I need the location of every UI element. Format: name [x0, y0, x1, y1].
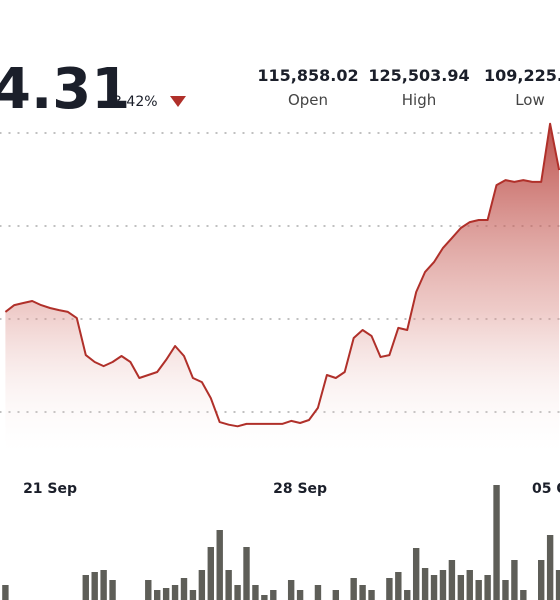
volume-bar: [439, 570, 447, 600]
volume-bar: [359, 585, 366, 600]
volume-bar: [162, 588, 170, 600]
volume-bar: [243, 547, 250, 600]
volume-bar: [457, 575, 465, 600]
volume-bar: [412, 548, 420, 600]
down-arrow: [170, 96, 186, 107]
change: -3.42%: [108, 94, 158, 110]
volume-bar: [448, 560, 456, 600]
high-label: High: [402, 91, 436, 109]
open-label: Open: [288, 91, 328, 109]
volume-bar: [82, 575, 89, 600]
volume-bar: [2, 585, 9, 600]
volume-bar: [180, 578, 188, 600]
volume-bar: [198, 570, 206, 600]
volume-bar: [296, 590, 304, 600]
volume-bar: [154, 590, 161, 600]
volume-bar: [216, 530, 223, 600]
open-value: 115,858.02: [257, 66, 358, 85]
volume-bar: [252, 585, 259, 600]
volume-bar: [234, 585, 241, 600]
volume-bar: [145, 580, 152, 600]
volume-bar: [555, 570, 560, 600]
volume-bar: [100, 570, 107, 600]
plot: 21 Sep 28 Sep 05 O: [0, 122, 560, 600]
x-tick-label: 05 O: [532, 481, 560, 497]
volume-bar: [493, 485, 500, 600]
volume-bar: [404, 590, 411, 600]
price-area: [5, 123, 560, 460]
volume-bar: [484, 575, 491, 600]
volume-bar: [475, 580, 482, 600]
volume-bar: [421, 568, 429, 600]
volume-bar: [502, 580, 509, 600]
volume-bar: [91, 572, 98, 600]
price: 4.31: [0, 57, 130, 122]
low-label: Low: [515, 91, 545, 109]
volume-bar: [189, 590, 197, 600]
x-tick-label: 28 Sep: [273, 481, 327, 497]
volume-bar: [207, 547, 214, 600]
volume-bar: [368, 590, 375, 600]
volume-bar: [466, 570, 473, 600]
volume-bar: [350, 578, 357, 600]
volume-bar: [511, 560, 518, 600]
volume-bar: [386, 578, 393, 600]
low-value: 109,225.2: [484, 66, 560, 85]
volume-bar: [395, 572, 402, 600]
volume-bar: [270, 590, 277, 600]
high-value: 125,503.94: [368, 66, 469, 85]
price-line: [4, 122, 560, 428]
volume-bar: [109, 580, 116, 600]
volume-bar: [520, 590, 527, 600]
volume-bar: [538, 560, 545, 600]
volume-bar: [546, 535, 554, 600]
volume-bar: [171, 585, 179, 600]
volume-bar: [332, 590, 340, 600]
volume-bar: [225, 570, 232, 600]
volume-bar: [287, 580, 295, 600]
volume-bar: [261, 595, 268, 600]
volume-bar: [430, 575, 438, 600]
x-tick-label: 21 Sep: [23, 481, 77, 497]
volume-bar: [314, 585, 322, 600]
